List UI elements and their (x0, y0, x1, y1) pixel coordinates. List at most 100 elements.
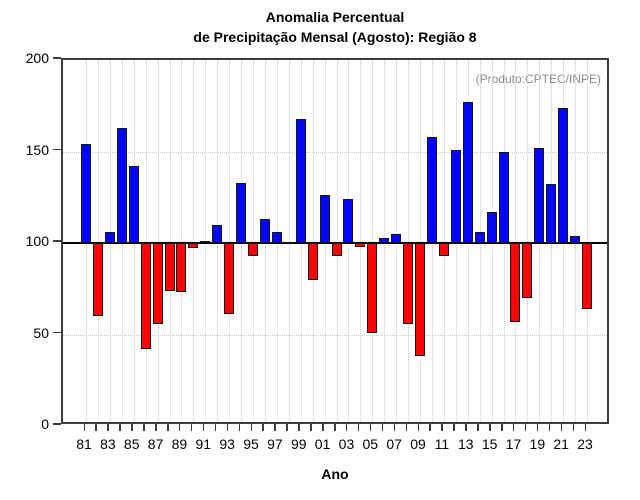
x-tick (143, 424, 145, 431)
bar-14 (474, 232, 485, 243)
vertical-gridline (515, 60, 517, 422)
vertical-gridline (181, 60, 183, 422)
y-tick-label-200: 200 (25, 50, 49, 66)
x-tick (560, 424, 563, 431)
x-tick (381, 424, 384, 431)
bar-90 (188, 243, 199, 249)
x-tick-label-91: 91 (195, 436, 212, 452)
x-tick (167, 424, 169, 431)
bar-92 (212, 224, 223, 243)
y-tick (53, 240, 61, 242)
chart-title-line1: Anomalia Percentual (265, 9, 405, 25)
y-tick (53, 57, 61, 59)
x-tick (357, 424, 360, 431)
x-tick (322, 424, 324, 431)
x-tick (334, 424, 336, 431)
x-tick (178, 424, 181, 431)
x-tick (107, 424, 109, 431)
bar-07 (391, 233, 402, 243)
x-tick (477, 424, 479, 431)
bar-85 (128, 166, 139, 243)
x-tick (119, 424, 121, 431)
bar-09 (415, 243, 426, 357)
y-tick-label-100: 100 (25, 233, 49, 249)
bar-82 (92, 243, 103, 317)
x-tick (369, 424, 372, 431)
x-tick-label-23: 23 (577, 436, 593, 452)
x-tick-label-07: 07 (386, 436, 402, 452)
bar-83 (104, 232, 115, 243)
y-tick (53, 423, 61, 425)
x-tick (214, 424, 217, 431)
x-tick-label-21: 21 (553, 436, 569, 452)
x-tick-label-95: 95 (243, 436, 259, 452)
x-tick (584, 424, 587, 431)
x-tick-label-85: 85 (123, 436, 140, 452)
vertical-gridline (408, 60, 410, 422)
x-tick-label-83: 83 (100, 436, 116, 452)
vertical-gridline (360, 60, 362, 422)
x-tick (405, 424, 408, 431)
x-tick (572, 424, 575, 431)
x-tick-label-09: 09 (410, 436, 426, 452)
x-tick (310, 424, 312, 431)
bar-86 (140, 243, 151, 350)
bar-00 (307, 243, 318, 280)
bar-94 (236, 182, 247, 243)
bar-99 (295, 118, 306, 243)
bar-15 (486, 211, 497, 243)
bar-19 (534, 147, 545, 243)
x-tick (417, 424, 420, 431)
x-tick (393, 424, 396, 431)
x-tick (524, 424, 527, 431)
plot-area: (Produto:CPTEC/INPE) (61, 58, 609, 424)
bar-87 (152, 243, 163, 324)
x-tick-label-03: 03 (338, 436, 355, 452)
product-annotation: (Produto:CPTEC/INPE) (475, 72, 601, 86)
bar-23 (582, 243, 593, 309)
x-tick-label-01: 01 (314, 436, 331, 452)
vertical-gridline (229, 60, 231, 422)
vertical-gridline (587, 60, 589, 422)
x-tick (512, 424, 515, 431)
vertical-gridline (193, 60, 195, 422)
y-tick (53, 148, 61, 150)
bar-97 (271, 232, 282, 243)
x-tick-label-17: 17 (505, 436, 522, 452)
bar-93 (224, 243, 235, 315)
bar-16 (498, 151, 509, 243)
vertical-gridline (205, 60, 207, 422)
bar-04 (355, 243, 366, 247)
bar-98 (283, 241, 294, 244)
x-tick (345, 424, 348, 431)
bar-03 (343, 199, 354, 243)
x-tick-label-89: 89 (171, 436, 188, 452)
bar-01 (319, 195, 330, 243)
bar-84 (116, 127, 127, 243)
x-tick (155, 424, 157, 431)
x-tick-label-97: 97 (267, 436, 283, 452)
x-tick (190, 424, 193, 431)
x-tick-label-13: 13 (457, 436, 474, 452)
bar-95 (248, 243, 259, 256)
vertical-gridline (97, 60, 99, 422)
x-tick (95, 424, 97, 431)
bar-13 (462, 102, 473, 243)
y-tick-label-0: 0 (41, 416, 49, 432)
x-tick-label-81: 81 (76, 436, 92, 452)
vertical-gridline (336, 60, 338, 422)
bar-05 (367, 243, 378, 333)
horizontal-gridline (63, 334, 607, 336)
x-tick (83, 424, 85, 431)
vertical-gridline (288, 60, 290, 422)
vertical-gridline (169, 60, 171, 422)
x-tick (501, 424, 503, 431)
bar-21 (558, 107, 569, 243)
x-tick-label-19: 19 (529, 436, 546, 452)
bar-81 (81, 144, 91, 243)
x-tick (262, 424, 264, 431)
x-tick (226, 424, 229, 431)
bar-12 (450, 149, 461, 243)
bar-17 (510, 243, 521, 322)
